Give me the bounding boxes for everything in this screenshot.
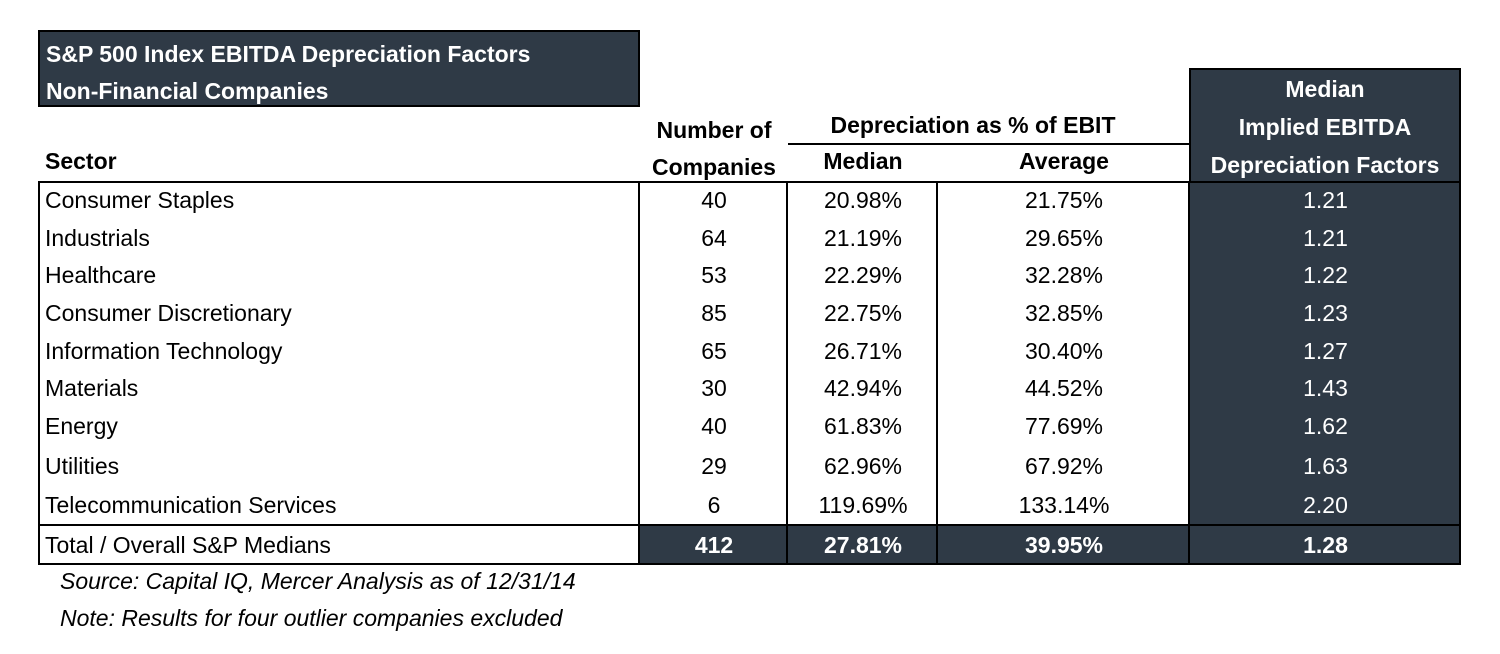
- table-row: Healthcare 53 22.29% 32.28% 1.22: [38, 256, 1461, 294]
- cell-average: 133.14%: [1018, 492, 1110, 518]
- total-number: 412: [694, 532, 734, 558]
- data-table-border: [38, 181, 1461, 565]
- cell-factor: 1.23: [1303, 300, 1348, 326]
- cell-number: 65: [701, 338, 727, 364]
- cell-number: 40: [701, 187, 727, 213]
- cell-average: 44.52%: [1024, 375, 1103, 401]
- table-row: Telecommunication Services 6 119.69% 133…: [38, 486, 1461, 524]
- title-line-1: S&P 500 Index EBITDA Depreciation Factor…: [46, 41, 531, 67]
- table-title: S&P 500 Index EBITDA Depreciation Factor…: [38, 30, 640, 107]
- cell-average: 77.69%: [1024, 413, 1103, 439]
- cell-number: 85: [701, 300, 727, 326]
- cell-median: 26.71%: [823, 338, 902, 364]
- divider-number: [786, 181, 788, 565]
- total-divider: [38, 524, 1461, 526]
- total-factor: 1.28: [1303, 532, 1348, 558]
- table-row: Industrials 64 21.19% 29.65% 1.21: [38, 219, 1461, 257]
- header-factor: Median Implied EBITDA Depreciation Facto…: [1189, 68, 1461, 183]
- cell-median: 22.29%: [823, 262, 902, 288]
- cell-number: 64: [701, 225, 727, 251]
- cell-average: 32.85%: [1024, 300, 1103, 326]
- header-median: Median: [823, 148, 903, 174]
- table-row: Consumer Staples 40 20.98% 21.75% 1.21: [38, 181, 1461, 219]
- header-factor-line1: Median: [1285, 76, 1365, 102]
- total-number-fill: [640, 525, 788, 565]
- header-factor-line3: Depreciation Factors: [1210, 152, 1440, 178]
- cell-sector: Materials: [45, 375, 139, 401]
- cell-sector: Consumer Staples: [45, 187, 235, 213]
- header-number-line2: Companies: [652, 154, 776, 180]
- cell-average: 32.28%: [1024, 262, 1103, 288]
- cell-median: 22.75%: [823, 300, 902, 326]
- exclusion-note: Note: Results for four outlier companies…: [60, 605, 563, 631]
- cell-median: 61.83%: [823, 413, 902, 439]
- header-average: Average: [1019, 148, 1109, 174]
- cell-sector: Information Technology: [45, 338, 283, 364]
- divider-average: [1188, 181, 1190, 565]
- cell-median: 119.69%: [818, 492, 908, 518]
- cell-median: 20.98%: [823, 187, 902, 213]
- table-row: Utilities 29 62.96% 67.92% 1.63: [38, 447, 1461, 485]
- cell-sector: Consumer Discretionary: [45, 300, 292, 326]
- cell-median: 21.19%: [823, 225, 902, 251]
- total-median: 27.81%: [823, 532, 902, 558]
- cell-average: 21.75%: [1024, 187, 1103, 213]
- cell-average: 29.65%: [1024, 225, 1103, 251]
- cell-sector: Healthcare: [45, 262, 157, 288]
- header-sector: Sector: [45, 148, 117, 174]
- cell-factor: 2.20: [1303, 492, 1348, 518]
- cell-median: 62.96%: [823, 453, 902, 479]
- cell-sector: Telecommunication Services: [45, 492, 337, 518]
- header-number: Number of Companies: [640, 112, 788, 186]
- cell-factor: 1.62: [1303, 413, 1348, 439]
- table-row: Materials 30 42.94% 44.52% 1.43: [38, 369, 1461, 407]
- cell-factor: 1.21: [1303, 187, 1348, 213]
- header-depreciation-group: Depreciation as % of EBIT: [830, 112, 1116, 138]
- cell-factor: 1.43: [1303, 375, 1348, 401]
- cell-median: 42.94%: [823, 375, 902, 401]
- cell-factor: 1.22: [1303, 262, 1348, 288]
- factor-column-fill: [1189, 181, 1461, 565]
- header-number-line1: Number of: [656, 117, 772, 143]
- total-average-fill: [938, 525, 1190, 565]
- cell-sector: Utilities: [45, 453, 120, 479]
- cell-factor: 1.27: [1303, 338, 1348, 364]
- cell-average: 30.40%: [1024, 338, 1103, 364]
- cell-factor: 1.63: [1303, 453, 1348, 479]
- cell-average: 67.92%: [1024, 453, 1103, 479]
- header-factor-line2: Implied EBITDA: [1238, 114, 1412, 140]
- cell-number: 40: [701, 413, 727, 439]
- header-group-underline: [788, 143, 1190, 145]
- total-sector: Total / Overall S&P Medians: [45, 532, 331, 558]
- source-note: Source: Capital IQ, Mercer Analysis as o…: [60, 568, 576, 594]
- table-row: Consumer Discretionary 85 22.75% 32.85% …: [38, 294, 1461, 332]
- cell-number: 53: [701, 262, 727, 288]
- table-row: Information Technology 65 26.71% 30.40% …: [38, 332, 1461, 370]
- cell-sector: Energy: [45, 413, 118, 439]
- table-row: Energy 40 61.83% 77.69% 1.62: [38, 407, 1461, 445]
- cell-number: 6: [707, 492, 721, 518]
- cell-number: 29: [701, 453, 727, 479]
- divider-sector: [638, 181, 640, 565]
- divider-median: [936, 181, 938, 565]
- cell-sector: Industrials: [45, 225, 150, 251]
- cell-number: 30: [701, 375, 727, 401]
- cell-factor: 1.21: [1303, 225, 1348, 251]
- total-row: Total / Overall S&P Medians 412 27.81% 3…: [38, 525, 1461, 565]
- title-line-2: Non-Financial Companies: [46, 78, 329, 104]
- total-median-fill: [788, 525, 938, 565]
- total-average: 39.95%: [1024, 532, 1103, 558]
